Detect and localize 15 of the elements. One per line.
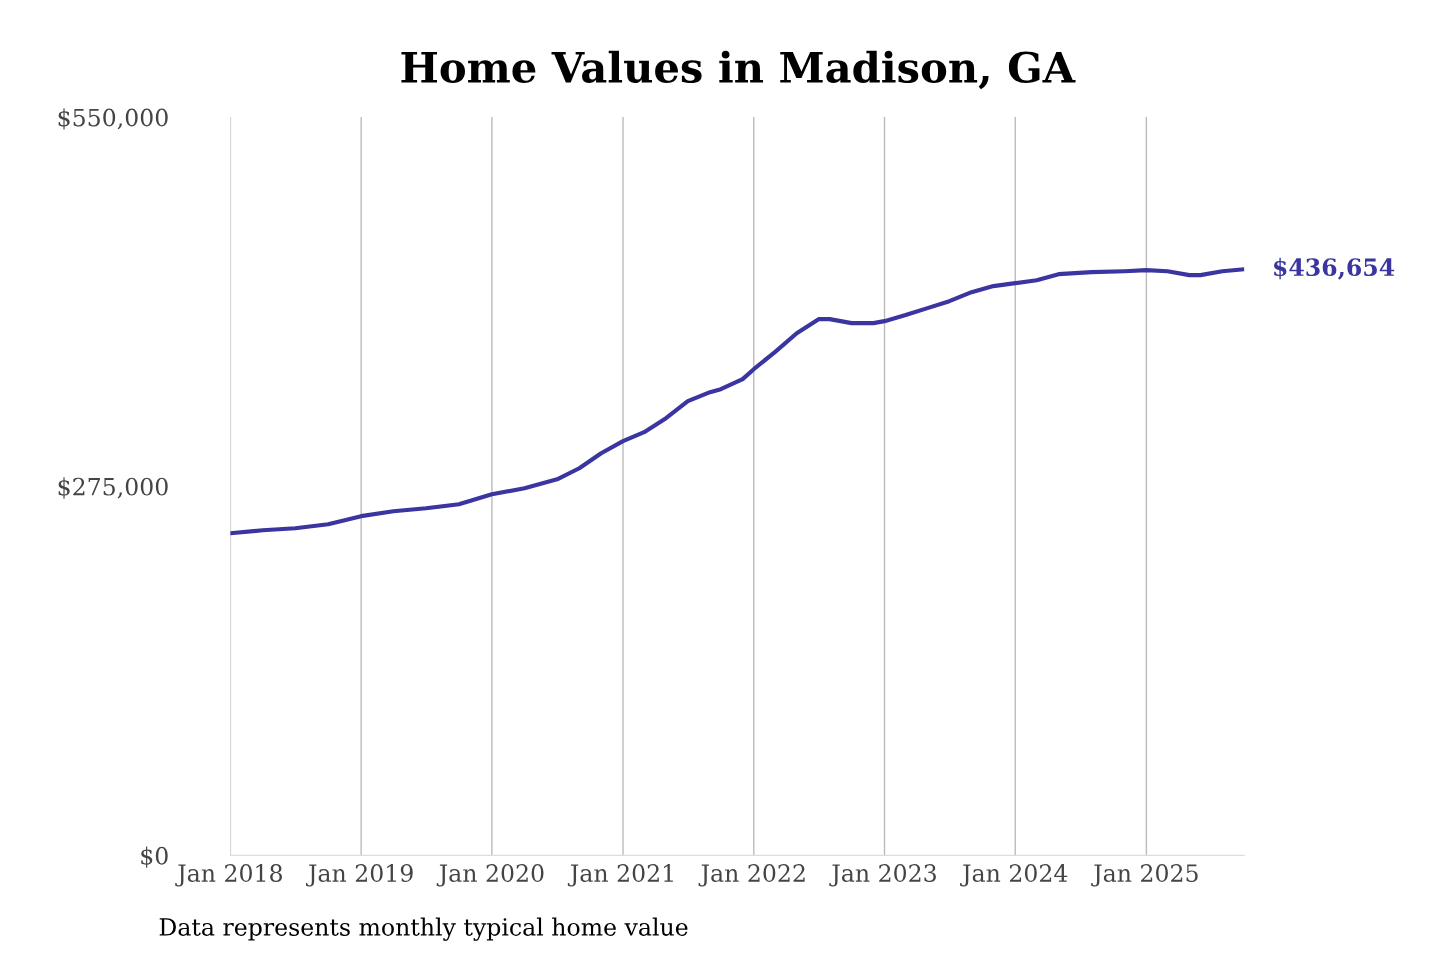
- text: Data represents monthly typical home value: [159, 917, 688, 941]
- x-tick-label: Jan 2021: [567, 864, 673, 887]
- x-tick-label: Jan 2025: [1091, 864, 1198, 887]
- x-tick-label: Jan 2024: [960, 864, 1068, 887]
- x-tick-label: Jan 2023: [829, 864, 936, 887]
- chart-title: Home Values in Madison, GA: [401, 50, 1076, 90]
- line-series: [230, 267, 1245, 536]
- x-tick-label: Jan 2022: [698, 864, 805, 887]
- y-tick-label: $550,000: [58, 108, 168, 130]
- x-tick-label: Jan 2020: [436, 864, 544, 887]
- annotation: $436,654: [1274, 257, 1395, 280]
- y-tick-label: $275,000: [58, 477, 168, 499]
- x-tick-label: Jan 2019: [305, 864, 413, 887]
- y-tick-label: $0: [141, 846, 168, 868]
- x-tick-label: Jan 2018: [175, 864, 282, 887]
